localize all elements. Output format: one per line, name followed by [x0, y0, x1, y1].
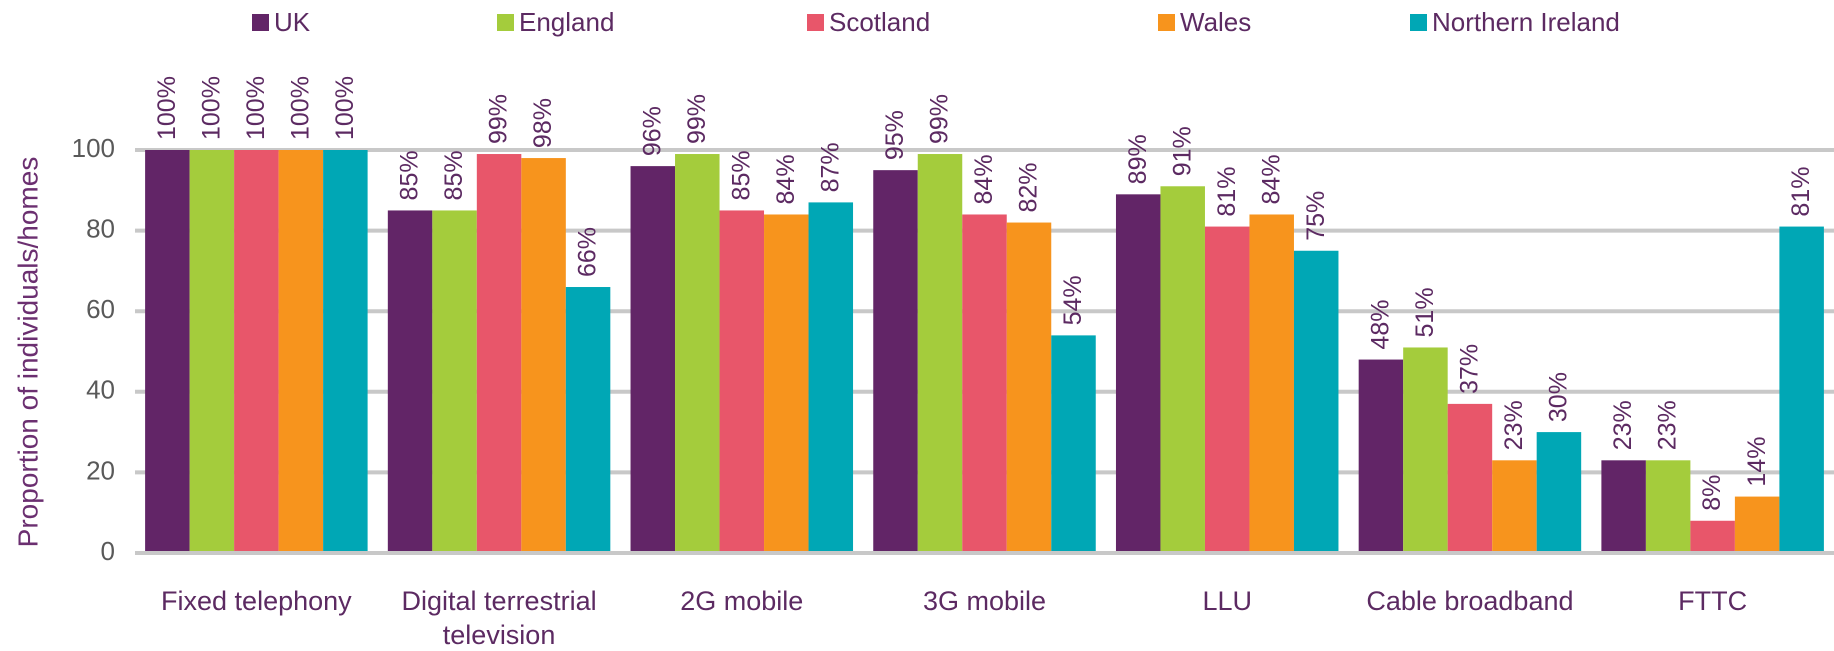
- bar: [189, 150, 235, 553]
- bar: [675, 154, 720, 553]
- x-tick-label: 3G mobile: [923, 586, 1046, 616]
- value-label: 85%: [727, 150, 755, 200]
- value-label: 75%: [1302, 191, 1330, 241]
- legend-swatch: [1158, 14, 1175, 31]
- x-tick-label: 2G mobile: [680, 586, 803, 616]
- value-label: 95%: [881, 110, 909, 160]
- bar: [1492, 460, 1537, 553]
- value-label: 23%: [1500, 400, 1528, 450]
- value-label: 99%: [485, 94, 513, 144]
- value-label: 85%: [440, 150, 468, 200]
- y-tick-label: 100: [72, 133, 115, 163]
- value-label: 85%: [396, 150, 424, 200]
- bar: [1293, 250, 1339, 553]
- value-label: 81%: [1787, 167, 1815, 217]
- bar: [962, 214, 1007, 554]
- value-label: 48%: [1367, 300, 1395, 350]
- value-label: 37%: [1456, 344, 1484, 394]
- x-tick-label: FTTC: [1678, 586, 1747, 616]
- bar: [1536, 432, 1582, 553]
- y-tick-label: 0: [101, 536, 115, 566]
- bar: [808, 202, 854, 553]
- value-label: 54%: [1059, 275, 1087, 325]
- bar: [1645, 460, 1691, 553]
- bar: [476, 154, 522, 553]
- bar: [145, 150, 190, 553]
- value-label: 51%: [1411, 287, 1439, 337]
- bar: [917, 154, 963, 553]
- value-label: 66%: [574, 227, 602, 277]
- legend-label: England: [519, 7, 614, 37]
- bar: [278, 150, 324, 553]
- value-label: 82%: [1015, 162, 1043, 212]
- y-tick-label: 60: [86, 294, 115, 324]
- bar: [1734, 496, 1780, 553]
- x-tick-label: Fixed telephony: [161, 586, 352, 616]
- value-label: 8%: [1698, 475, 1726, 511]
- x-tick-label: LLU: [1202, 586, 1252, 616]
- value-label: 99%: [926, 94, 954, 144]
- value-label: 23%: [1609, 400, 1637, 450]
- legend-label: UK: [274, 7, 311, 37]
- value-label: 99%: [683, 94, 711, 144]
- value-label: 84%: [772, 154, 800, 204]
- legend-swatch: [807, 14, 824, 31]
- y-tick-label: 40: [86, 375, 115, 405]
- x-tick-label: Digital terrestrial television: [402, 586, 597, 650]
- legend-swatch: [252, 14, 269, 31]
- bar: [1006, 222, 1052, 554]
- value-label: 100%: [197, 76, 225, 140]
- y-axis-title: Proportion of individuals/homes: [12, 157, 43, 548]
- bar: [1115, 194, 1161, 553]
- bar: [1779, 226, 1824, 553]
- value-label: 100%: [331, 76, 359, 140]
- value-label: 87%: [816, 142, 844, 192]
- value-label: 100%: [153, 76, 181, 140]
- value-label: 100%: [242, 76, 270, 140]
- value-label: 23%: [1654, 400, 1682, 450]
- bar: [764, 214, 809, 554]
- value-label: 84%: [970, 154, 998, 204]
- bar: [1601, 460, 1646, 553]
- bar: [1249, 214, 1294, 554]
- bar: [1160, 186, 1205, 553]
- bar: [521, 158, 566, 553]
- value-label: 98%: [529, 98, 557, 148]
- legend-label: Scotland: [829, 7, 930, 37]
- bar: [432, 210, 477, 553]
- bar: [873, 170, 918, 553]
- bar: [1690, 520, 1735, 553]
- legend-swatch: [1410, 14, 1427, 31]
- bar: [1051, 335, 1096, 553]
- value-label: 91%: [1168, 126, 1196, 176]
- legend-swatch: [497, 14, 514, 31]
- bar: [323, 150, 368, 553]
- y-tick-label: 20: [86, 455, 115, 485]
- bar: [630, 166, 676, 553]
- value-label: 14%: [1743, 437, 1771, 487]
- legend-label: Wales: [1180, 7, 1251, 37]
- bar: [1447, 403, 1493, 553]
- value-label: 81%: [1213, 167, 1241, 217]
- bar: [234, 150, 279, 553]
- bar: [1204, 226, 1250, 553]
- legend-label: Northern Ireland: [1432, 7, 1620, 37]
- y-tick-label: 80: [86, 213, 115, 243]
- bar: [1358, 359, 1404, 553]
- bar: [565, 287, 611, 553]
- value-label: 30%: [1545, 372, 1573, 422]
- value-label: 89%: [1124, 134, 1152, 184]
- value-label: 96%: [638, 106, 666, 156]
- bar: [387, 210, 433, 553]
- bar: [1403, 347, 1448, 553]
- x-tick-label: Cable broadband: [1366, 586, 1573, 616]
- bar: [719, 210, 765, 553]
- value-label: 84%: [1257, 154, 1285, 204]
- value-label: 100%: [286, 76, 314, 140]
